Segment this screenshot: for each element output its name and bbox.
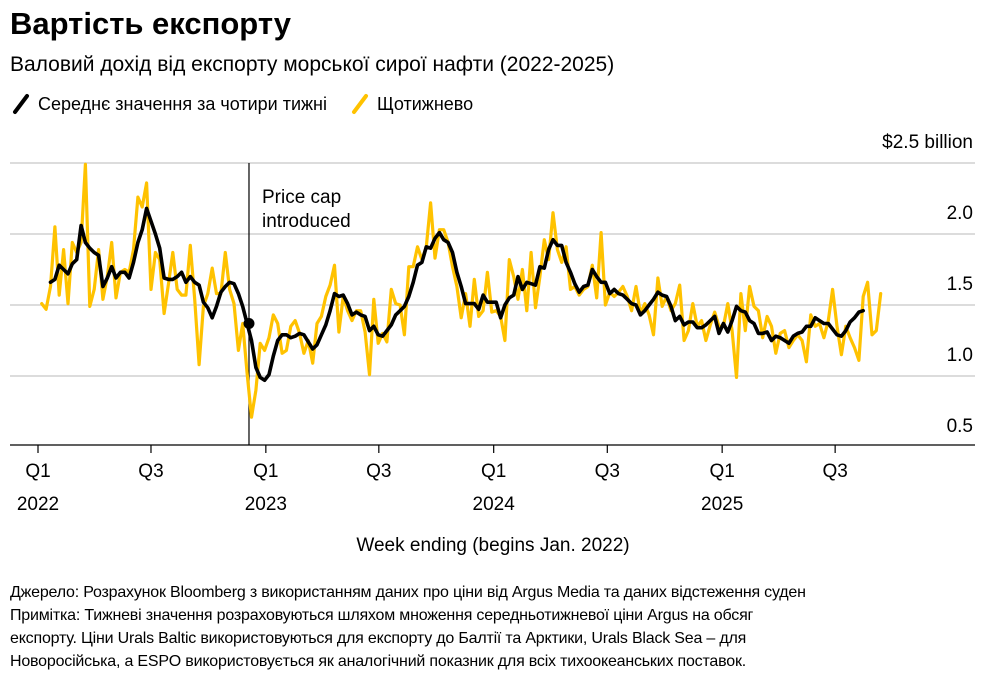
x-tick-label: Q1 <box>25 461 50 482</box>
source-note: Джерело: Розрахунок Bloomberg з використ… <box>10 584 806 601</box>
x-tick-label: Q3 <box>138 461 163 482</box>
x-axis: Q1 2022 Q3 Q1 2023 Q3 Q1 2024 Q3 Q1 2025 Q3 <box>10 444 975 515</box>
price-cap-marker <box>243 317 255 329</box>
y-tick-label: 2.0 <box>947 203 973 224</box>
price-cap-label-line2: introduced <box>262 211 351 232</box>
x-tick-label: Q1 <box>709 461 734 482</box>
y-axis-labels: $2.5 billion 2.0 1.5 1.0 0.5 <box>882 132 973 437</box>
legend-label-weekly: Щотижнево <box>377 93 474 114</box>
chart-title: Вартість експорту <box>10 6 292 41</box>
x-axis-title: Week ending (begins Jan. 2022) <box>356 535 629 556</box>
series-lines <box>40 162 883 419</box>
black-slanted-line-icon <box>13 94 29 114</box>
x-tick-year-label: 2023 <box>245 494 287 515</box>
legend-item-weekly: Щотижнево <box>349 93 473 115</box>
chart-subtitle: Валовий дохід від експорту морської сиро… <box>10 53 615 76</box>
x-tick-year-label: 2024 <box>473 494 516 515</box>
y-tick-label: $2.5 billion <box>882 132 973 153</box>
y-tick-label: 0.5 <box>947 416 973 437</box>
x-tick-year-label: 2022 <box>17 494 59 515</box>
x-tick-label: Q3 <box>366 461 391 482</box>
x-tick-label: Q1 <box>253 461 278 482</box>
legend-item-four-week-average: Середнє значення за чотири тижні <box>10 93 327 115</box>
x-tick-label: Q1 <box>481 461 506 482</box>
legend-label-four-week-average: Середнє значення за чотири тижні <box>38 93 327 114</box>
x-tick-year-label: 2025 <box>701 494 743 515</box>
four-week-average-line <box>48 206 866 383</box>
y-tick-label: 1.5 <box>947 274 973 295</box>
price-cap-label-line1: Price cap <box>262 187 341 208</box>
weekly-series-line <box>40 162 883 419</box>
price-cap-annotation: Price cap introduced <box>248 163 351 445</box>
x-tick-label: Q3 <box>595 461 620 482</box>
methodology-note: Примітка: Тижневі значення розраховуютьс… <box>10 607 754 670</box>
footnote: Джерело: Розрахунок Bloomberg з використ… <box>10 581 985 673</box>
yellow-slanted-line-icon <box>352 94 368 114</box>
y-tick-label: 1.0 <box>947 345 973 366</box>
x-tick-label: Q3 <box>822 461 847 482</box>
legend: Середнє значення за чотири тижні Щотижне… <box>10 93 495 115</box>
